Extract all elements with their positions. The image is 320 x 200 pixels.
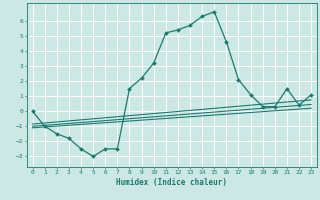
X-axis label: Humidex (Indice chaleur): Humidex (Indice chaleur) [116,178,228,187]
